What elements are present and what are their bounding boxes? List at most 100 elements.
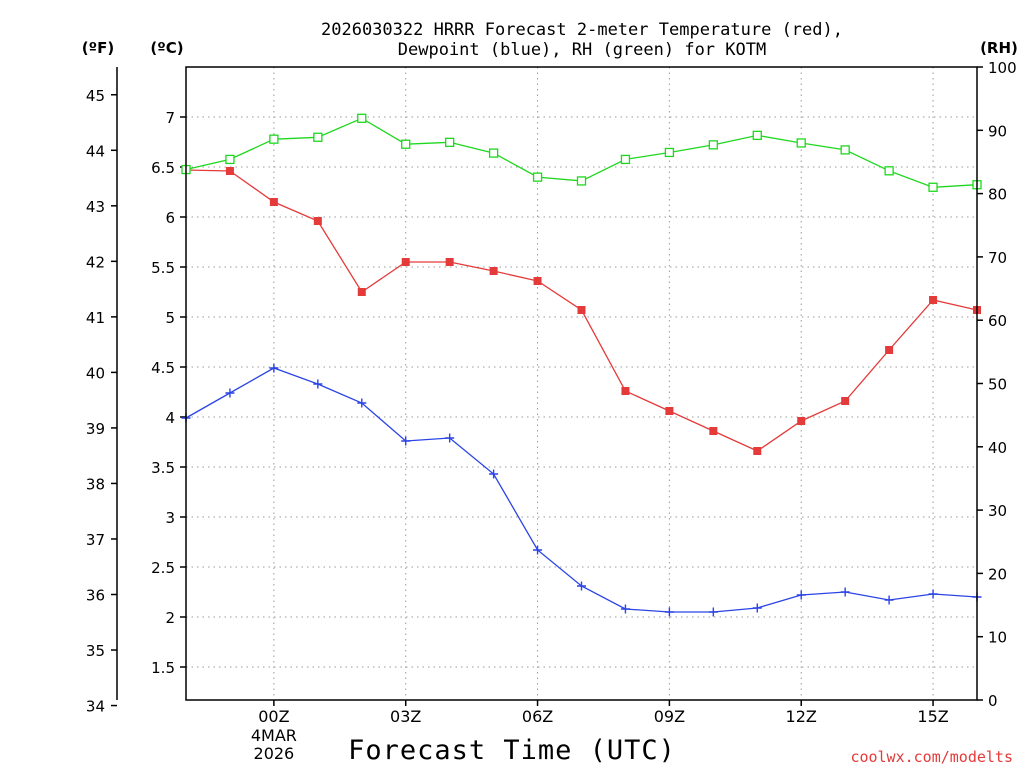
celsius-tick-label: 5	[165, 309, 175, 327]
celsius-tick-label: 6.5	[151, 159, 175, 177]
chart-title: 2026030322 HRRR Forecast 2-meter Tempera…	[321, 20, 843, 60]
fahrenheit-tick-label: 38	[86, 475, 105, 493]
dewpoint-point	[840, 587, 850, 597]
celsius-tick-label: 4	[165, 409, 175, 427]
fahrenheit-tick-label: 39	[86, 420, 105, 438]
dewpoint-point	[796, 590, 806, 600]
celsius-tick-label: 3.5	[151, 459, 175, 477]
rh-point	[225, 154, 235, 165]
rh-point	[576, 176, 587, 186]
temperature-point	[621, 387, 630, 395]
plot-frame	[185, 66, 978, 701]
dewpoint-series	[181, 363, 982, 617]
rh-tick-label: 60	[988, 312, 1007, 330]
celsius-tick-label: 2	[165, 609, 175, 627]
rh-point	[796, 138, 806, 148]
rh-tick-label: 100	[988, 59, 1017, 77]
dewpoint-point	[533, 545, 543, 555]
temperature-point	[797, 417, 806, 425]
rh-point	[708, 140, 718, 150]
celsius-tick-label: 5.5	[151, 259, 175, 277]
dewpoint-point	[357, 398, 367, 408]
celsius-axis: 1.5 2 2.5 3 3.5 4 4.5 5 5.5 6 6.5 7	[151, 109, 186, 677]
dewpoint-point	[401, 436, 411, 446]
rh-tick-label: 90	[988, 122, 1007, 140]
fahrenheit-tick-label: 44	[86, 142, 105, 160]
chart-title-line-2: Dewpoint (blue), RH (green) for KOTM	[398, 40, 766, 60]
fahrenheit-tick-label: 40	[86, 364, 105, 382]
chart-title-line-1: 2026030322 HRRR Forecast 2-meter Tempera…	[321, 20, 843, 40]
temperature-point	[929, 296, 938, 304]
rh-point	[488, 148, 499, 158]
rh-tick-label: 40	[988, 439, 1007, 457]
rh-tick-label: 0	[988, 692, 998, 710]
fahrenheit-tick-label: 37	[86, 531, 105, 549]
celsius-tick-label: 6	[165, 209, 175, 227]
temperature-point	[665, 407, 674, 415]
rh-tick-label: 10	[988, 629, 1007, 647]
rh-point	[928, 182, 938, 192]
dewpoint-point	[620, 604, 630, 614]
rh-axis: 0 10 20 30 40 50 60 70 80 90 100	[977, 59, 1017, 710]
date-sub-label: 4MAR	[251, 726, 297, 745]
fahrenheit-tick-label: 42	[86, 253, 105, 271]
celsius-tick-label: 1.5	[151, 659, 175, 677]
rh-point	[884, 166, 894, 176]
series-layer	[181, 113, 982, 617]
celsius-unit-label: (ºC)	[150, 39, 183, 57]
temperature-point	[709, 427, 718, 435]
temperature-point	[577, 306, 586, 314]
rh-point	[401, 139, 411, 149]
fahrenheit-tick-label: 45	[86, 87, 105, 105]
dewpoint-point	[313, 379, 323, 389]
time-tick-label: 15Z	[917, 707, 948, 726]
temperature-point	[489, 267, 498, 275]
dewpoint-point	[752, 603, 762, 613]
rh-unit-label: (RH)	[980, 39, 1018, 57]
temperature-point	[269, 198, 278, 206]
temperature-point	[885, 346, 894, 354]
temperature-series	[182, 166, 981, 455]
dewpoint-point	[225, 388, 235, 398]
rh-point	[269, 134, 279, 144]
time-tick-label: 09Z	[654, 707, 685, 726]
time-tick-label: 06Z	[522, 707, 553, 726]
temperature-point	[753, 447, 762, 455]
rh-point	[532, 172, 543, 182]
temperature-point	[225, 167, 234, 175]
rh-tick-label: 30	[988, 502, 1007, 520]
fahrenheit-tick-label: 41	[86, 309, 105, 327]
time-tick-label: 03Z	[390, 707, 421, 726]
fahrenheit-tick-label: 36	[86, 587, 105, 605]
x-axis-title: Forecast Time (UTC)	[348, 735, 676, 766]
rh-point	[445, 137, 455, 147]
rh-point	[752, 130, 762, 141]
rh-tick-label: 70	[988, 249, 1007, 267]
temperature-point	[357, 288, 366, 296]
celsius-tick-label: 2.5	[151, 559, 175, 577]
dewpoint-point	[884, 595, 894, 605]
temperature-point	[841, 397, 850, 405]
dewpoint-point	[489, 469, 499, 479]
dewpoint-point	[269, 363, 279, 373]
rh-point	[357, 113, 367, 123]
rh-tick-label: 20	[988, 565, 1007, 583]
dewpoint-line	[185, 367, 978, 613]
rh-point	[840, 145, 850, 155]
temperature-point	[533, 277, 542, 285]
celsius-tick-label: 7	[165, 109, 175, 127]
time-tick-label: 12Z	[786, 707, 817, 726]
time-tick-label: 00Z	[258, 707, 289, 726]
celsius-tick-label: 3	[165, 509, 175, 527]
rh-tick-label: 80	[988, 186, 1007, 204]
rh-point	[313, 132, 323, 142]
fahrenheit-tick-label: 34	[86, 698, 105, 716]
dewpoint-point	[708, 607, 718, 617]
dewpoint-point	[664, 607, 674, 617]
temperature-point	[445, 258, 454, 266]
credit-label: coolwx.com/modelts	[850, 748, 1013, 766]
fahrenheit-tick-label: 43	[86, 198, 105, 216]
celsius-tick-label: 4.5	[151, 359, 175, 377]
